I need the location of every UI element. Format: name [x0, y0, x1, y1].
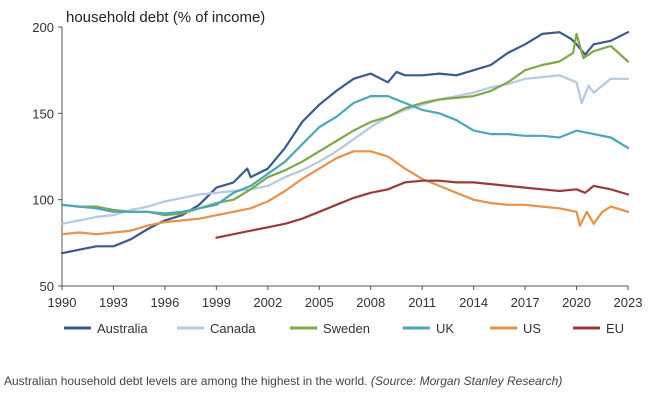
y-tick-label: 50 [40, 279, 54, 294]
chart-axes: 50 100 150 200 1990 1993 1996 1999 2002 2005 2008 2… [32, 20, 642, 310]
x-tick-label: 1993 [99, 295, 128, 310]
caption-source: (Source: Morgan Stanley Research) [370, 374, 563, 388]
x-tick-label: 2023 [614, 295, 643, 310]
legend-item-us: US [490, 321, 541, 336]
series-line-australia [60, 31, 630, 255]
y-tick-label: 200 [32, 20, 54, 35]
x-tick-label: 2005 [305, 295, 334, 310]
series-line-us [60, 150, 630, 236]
series-line-sweden [60, 32, 630, 217]
figure-caption: Australian household debt levels are amo… [4, 374, 562, 388]
series-line-canada [60, 74, 630, 225]
x-tick-label: 2017 [511, 295, 540, 310]
caption-text: Australian household debt levels are amo… [4, 374, 368, 388]
series-line-uk [60, 95, 630, 215]
y-tick-label: 100 [32, 193, 54, 208]
x-tick-label: 1999 [202, 295, 231, 310]
chart-series-lines [60, 31, 630, 255]
chart-legend: Australia Canada Sweden UK US EU [64, 321, 624, 336]
legend-item-eu: EU [573, 321, 624, 336]
legend-item-uk: UK [403, 321, 454, 336]
legend-item-sweden: Sweden [290, 321, 370, 336]
legend-label: Sweden [323, 321, 370, 336]
legend-label: US [523, 321, 541, 336]
legend-item-australia: Australia [64, 321, 148, 336]
legend-label: EU [606, 321, 624, 336]
y-tick-label: 150 [32, 106, 54, 121]
legend-label: Australia [97, 321, 148, 336]
legend-label: UK [436, 321, 454, 336]
x-tick-label: 1996 [150, 295, 179, 310]
x-tick-label: 2011 [408, 295, 436, 310]
series-line-eu [215, 179, 630, 239]
legend-item-canada: Canada [177, 321, 256, 336]
x-tick-label: 1990 [48, 295, 77, 310]
chart-title: household debt (% of income) [66, 9, 265, 26]
x-tick-label: 2002 [253, 295, 282, 310]
x-tick-label: 2020 [562, 295, 591, 310]
legend-label: Canada [210, 321, 256, 336]
x-tick-label: 2008 [356, 295, 385, 310]
x-tick-label: 2014 [459, 295, 488, 310]
household-debt-chart: household debt (% of income) 50 100 150 200… [32, 9, 642, 336]
